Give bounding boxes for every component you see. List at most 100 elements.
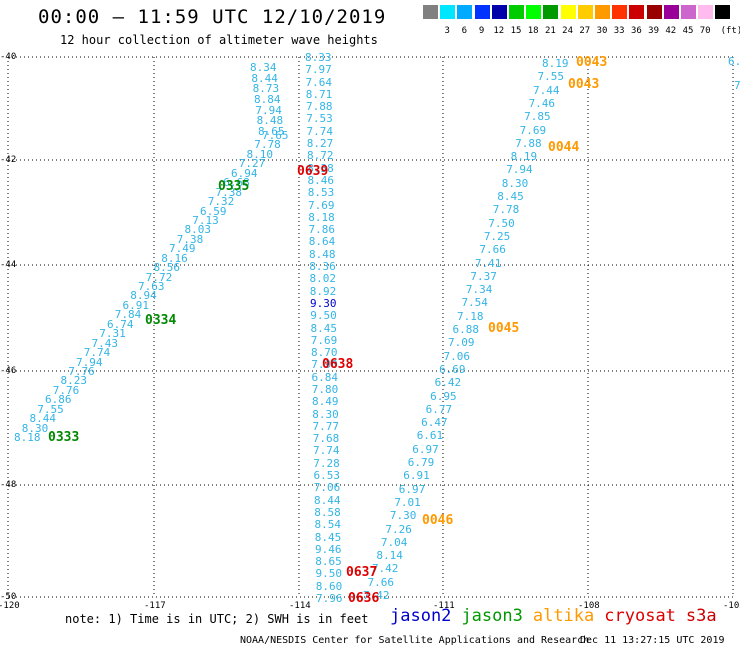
wave-height-value: 8.44 <box>251 71 278 85</box>
wave-height-value: 7.28 <box>313 456 340 470</box>
wave-height-value: 7.41 <box>474 256 502 270</box>
wave-height-value: 8.65 <box>315 555 342 569</box>
scale-swatch <box>595 5 610 19</box>
pass-label-altika: 0044 <box>548 140 580 155</box>
wave-height-value: 8.70 <box>311 346 338 360</box>
wave-height-value: 8.34 <box>250 61 277 74</box>
wave-height-value: 7.46 <box>528 96 556 110</box>
wave-height-value: 7.66 <box>367 575 394 589</box>
wave-height-value: 7.42 <box>371 562 399 576</box>
wave-height-value: 8.48 <box>256 114 284 128</box>
wave-height-value: 7.18 <box>456 309 484 323</box>
pass-label-jason3: 0335 <box>218 179 250 194</box>
map-subtitle: 12 hour collection of altimeter wave hei… <box>60 33 378 47</box>
latitude-label: -44 <box>0 260 17 270</box>
scale-label: 3 <box>444 26 450 36</box>
wave-height-value: 7.78 <box>254 138 281 152</box>
scale-swatch <box>612 5 628 19</box>
wave-height-value: 7.25 <box>483 229 511 243</box>
wave-height-value: 7.01 <box>394 495 421 509</box>
wave-height-value: 8.49 <box>312 395 339 409</box>
wave-height-value: 8.14 <box>376 549 403 563</box>
wave-height-value: 6.84 <box>311 370 339 384</box>
wave-height-value: 7.06 <box>313 481 341 495</box>
wave-height-value: 7.88 <box>306 100 333 114</box>
wave-height-value: 8.58 <box>314 505 341 519</box>
wave-height-value: 8.71 <box>305 87 333 101</box>
wave-height-value: 7.65 <box>262 129 289 142</box>
scale-swatch <box>681 5 696 19</box>
wave-height-value: 7.13 <box>192 213 219 227</box>
scale-swatch <box>663 5 679 19</box>
scale-label: 45 <box>682 26 694 36</box>
pass-label-altika: 0043 <box>568 77 600 92</box>
wave-height-value: 8.72 <box>307 149 334 163</box>
scale-swatch <box>509 5 524 19</box>
wave-height-value: 8.23 <box>60 374 88 388</box>
pass-label-jason3: 0334 <box>145 313 177 328</box>
scale-label: 30 <box>596 26 608 36</box>
wave-height-value: 8.92 <box>309 284 337 298</box>
legend-jason2: jason2 <box>390 606 452 626</box>
longitude-label: -108 <box>578 601 600 611</box>
wave-height-value: 8.33 <box>305 51 332 64</box>
scale-swatch <box>423 5 438 19</box>
wave-height-value: 9.46 <box>315 542 342 556</box>
scale-label: 70 <box>699 26 711 36</box>
longitude-label: -105 <box>723 601 740 611</box>
wave-height-value: 6.86 <box>45 393 72 407</box>
wave-height-value: 7.69 <box>308 198 335 212</box>
pass-label-altika: 0046 <box>422 513 454 528</box>
wave-height-value: 7.04 <box>380 535 408 549</box>
pass-label-altika: 0043 <box>576 55 608 70</box>
wave-height-value: 7.78 <box>492 203 520 217</box>
wave-height-value: 8.10 <box>246 147 274 161</box>
latitude-label: -46 <box>0 366 17 376</box>
scale-swatch <box>543 5 559 19</box>
wave-height-value: 8.94 <box>130 289 157 303</box>
legend-s3a: s3a <box>685 606 717 626</box>
longitude-label: -120 <box>0 601 20 611</box>
map-title: 00:00 – 11:59 UTC 12/10/2019 <box>38 6 387 28</box>
wave-height-value: 7.49 <box>169 242 196 256</box>
wave-height-value: 8.53 <box>307 186 335 200</box>
wave-height-value: 7.72 <box>145 270 173 284</box>
wave-height-value: 8.54 <box>314 518 342 532</box>
longitude-label: -117 <box>144 601 166 611</box>
scale-label: 42 <box>665 26 677 36</box>
wave-height-value: 7.32 <box>207 195 235 209</box>
wave-height-value: 8.16 <box>161 251 188 265</box>
scale-swatch <box>474 5 490 19</box>
wave-height-value: 6.59 <box>200 204 227 218</box>
wave-height-value: 9.30 <box>310 296 337 310</box>
pass-label-cryosat: 0637 <box>346 565 378 580</box>
wave-height-value: 6.47 <box>421 416 448 430</box>
wave-height-value: 8.30 <box>501 176 529 190</box>
wave-height-value: 8.60 <box>315 579 343 593</box>
legend-altika: altika <box>532 606 595 626</box>
wave-height-value: 6.94 <box>231 166 258 180</box>
pass-label-cryosat: 0639 <box>297 164 329 179</box>
wave-height-value: 8.44 <box>314 493 341 507</box>
wave-height-value: 7.31 <box>99 327 126 341</box>
wave-height-value: 7.94 <box>506 163 533 177</box>
wave-height-value: 7.77 <box>312 419 340 433</box>
latitude-label: -50 <box>0 592 17 602</box>
latitude-label: -40 <box>0 52 17 62</box>
wave-height-value: 8.73 <box>252 82 280 96</box>
wave-height-value: 8.03 <box>184 223 212 237</box>
wave-height-value: 8.30 <box>21 421 49 435</box>
longitude-label: -111 <box>433 601 455 611</box>
wave-height-value: 9.50 <box>315 567 343 581</box>
scale-swatch <box>629 5 645 19</box>
scale-label: 12 <box>493 26 505 36</box>
scale-swatch <box>646 5 662 19</box>
wave-height-value: 7.63 <box>138 280 165 293</box>
wave-height-value: 8.19 <box>542 57 569 70</box>
wave-height-value: 7.85 <box>524 110 551 124</box>
wave-height-value: 7.96 <box>316 592 343 605</box>
pass-label-altika: 0045 <box>488 321 520 336</box>
wave-height-value: 8.38 <box>307 161 334 175</box>
wave-height-value: 7.69 <box>310 333 338 347</box>
wave-height-value: 6.88 <box>452 323 480 336</box>
